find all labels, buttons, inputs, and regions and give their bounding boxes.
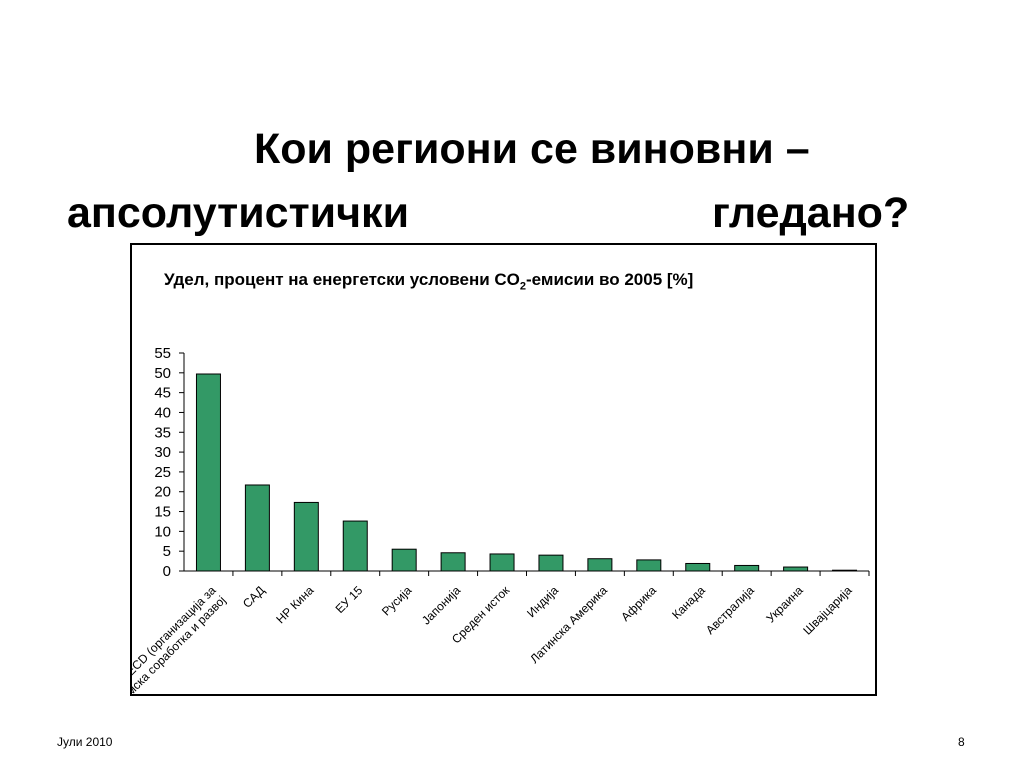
x-category-label: Австралија	[703, 583, 757, 637]
slide-title-line2-right: гледано?	[712, 189, 910, 237]
bar	[685, 562, 711, 572]
x-category-label: OECD (организација заекономска соработка…	[132, 583, 229, 698]
y-tick-label: 0	[163, 563, 171, 580]
x-category-label: НР Кина	[273, 583, 316, 626]
bar	[538, 554, 564, 572]
bar	[587, 558, 613, 572]
footer-date: Јули 2010	[57, 735, 113, 749]
chart-title-suffix: -емисии во 2005 [%]	[526, 270, 694, 289]
bar	[244, 484, 270, 572]
y-tick-label: 45	[154, 385, 171, 402]
slide-title-line1: Кои региони се виновни –	[254, 125, 810, 173]
chart-title: Удел, процент на енергетски условени CO2…	[164, 270, 693, 292]
y-tick-label: 30	[154, 444, 171, 461]
x-category-label-line: Швајцарија	[800, 583, 855, 638]
x-category-label-line: НР Кина	[273, 583, 316, 626]
x-category-label-line: Русија	[379, 583, 415, 619]
x-category-label-line: Јапонија	[419, 583, 463, 627]
chart-title-subscript: 2	[519, 280, 527, 293]
x-category-label-line: Австралија	[703, 583, 757, 637]
bar	[391, 548, 417, 572]
slide-title-line2-left: апсолутистички	[67, 189, 410, 237]
y-tick-label: 15	[154, 504, 171, 521]
x-category-label-line: ЕУ 15	[333, 583, 366, 616]
x-category-label: Африка	[618, 583, 659, 624]
y-tick-label: 5	[163, 543, 171, 560]
bar	[489, 553, 515, 572]
y-tick-label: 10	[154, 523, 171, 540]
x-category-label-line: Украина	[764, 583, 806, 625]
bar	[636, 559, 662, 572]
y-tick-label: 40	[154, 404, 171, 421]
x-category-label: Швајцарија	[800, 583, 855, 638]
footer-page-number: 8	[958, 735, 965, 749]
bar	[342, 520, 368, 572]
bar	[734, 564, 760, 572]
x-category-label-line: Канада	[669, 583, 708, 622]
x-category-label: Канада	[669, 583, 708, 622]
x-category-label: Украина	[764, 583, 806, 625]
x-category-label: ЕУ 15	[333, 583, 366, 616]
y-tick-label: 20	[154, 484, 171, 501]
x-category-label: Индија	[524, 583, 561, 620]
chart-title-prefix: Удел, процент на енергетски условени CO	[164, 270, 520, 289]
x-category-label: САД	[240, 583, 268, 611]
chart-frame: Удел, процент на енергетски условени CO2…	[130, 243, 877, 698]
y-tick-label: 50	[154, 365, 171, 382]
bar	[832, 569, 858, 572]
x-category-label-line: Африка	[618, 583, 659, 624]
y-tick-label: 35	[154, 424, 171, 441]
x-category-label: Русија	[379, 583, 415, 619]
bar	[440, 552, 466, 572]
bar	[293, 501, 319, 572]
x-category-label-line: САД	[240, 583, 268, 611]
bar-chart: 0 5 10 15 20 25 30 35 40 45 50 55 OECD (организација…	[132, 345, 870, 698]
y-tick-label: 25	[154, 464, 171, 481]
bar	[783, 566, 809, 572]
x-category-label-line: Индија	[524, 583, 561, 620]
x-category-label: Јапонија	[419, 583, 463, 627]
bar	[195, 373, 221, 572]
y-tick-label: 55	[154, 345, 171, 362]
